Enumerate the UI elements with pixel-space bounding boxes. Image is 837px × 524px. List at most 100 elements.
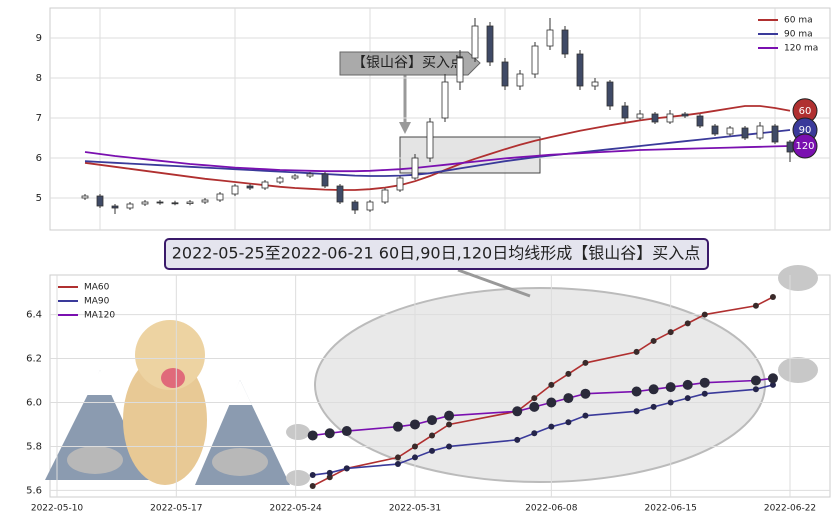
legend-label: 60 ma — [784, 16, 813, 26]
candle-body — [276, 177, 284, 183]
point — [565, 419, 572, 426]
candle-body — [171, 202, 179, 205]
point — [684, 395, 691, 402]
point — [752, 302, 759, 309]
point — [667, 329, 674, 336]
point — [324, 428, 335, 439]
point — [307, 430, 318, 441]
candle-body — [441, 81, 449, 119]
point — [701, 390, 708, 397]
candle-body — [156, 201, 164, 204]
y-tick-label: 6.4 — [26, 310, 42, 321]
point — [667, 399, 674, 406]
y-tick-label: 7 — [36, 113, 42, 124]
point — [341, 426, 352, 437]
x-tick-label: 2022-05-10 — [31, 504, 84, 514]
point — [546, 397, 557, 408]
point — [409, 419, 420, 430]
legend-label: 120 ma — [784, 44, 818, 54]
point — [514, 436, 521, 443]
candle-body — [306, 173, 314, 177]
candle-body — [726, 127, 734, 135]
point — [650, 337, 657, 344]
candle-body — [186, 201, 194, 204]
candle-body — [606, 81, 614, 107]
point — [444, 410, 455, 421]
point — [394, 461, 401, 468]
x-tick-label: 2022-05-17 — [150, 504, 202, 514]
point — [548, 381, 555, 388]
point — [750, 375, 761, 386]
y-tick-label: 6.2 — [26, 354, 42, 365]
candle-body — [321, 173, 329, 187]
ma-line — [84, 129, 791, 177]
y-tick-label: 6.0 — [26, 397, 42, 408]
candle-body — [96, 195, 104, 207]
highlight-ellipse — [314, 287, 766, 483]
point — [582, 412, 589, 419]
x-tick-label: 2022-05-31 — [389, 504, 441, 514]
candle-body — [471, 25, 479, 59]
point — [769, 293, 776, 300]
candle-body — [336, 185, 344, 203]
candle-body — [111, 205, 119, 209]
arrow-head — [399, 122, 411, 134]
end-label: 60 — [799, 106, 812, 117]
point — [633, 408, 640, 415]
point — [326, 469, 333, 476]
y-tick-label: 8 — [36, 73, 42, 84]
point — [682, 379, 693, 390]
point — [446, 421, 453, 428]
point — [411, 454, 418, 461]
candle-body — [366, 201, 374, 211]
legend-label: MA60 — [84, 283, 110, 293]
candle-body — [531, 45, 539, 75]
candle-body — [681, 113, 689, 117]
point — [548, 423, 555, 430]
point — [565, 370, 572, 377]
point — [394, 454, 401, 461]
candle-body — [381, 189, 389, 203]
candle-body — [126, 203, 134, 209]
y-tick-label: 9 — [36, 33, 42, 44]
point — [767, 373, 778, 384]
x-tick-label: 2022-06-22 — [764, 504, 816, 514]
point — [309, 483, 316, 490]
point — [633, 348, 640, 355]
candle-body — [261, 181, 269, 189]
y-tick-label: 5 — [36, 193, 42, 204]
point — [429, 432, 436, 439]
point — [411, 443, 418, 450]
end-label: 120 — [795, 141, 814, 152]
candle-body — [576, 53, 584, 87]
point — [699, 377, 710, 388]
candle-body — [771, 125, 779, 143]
candle-body — [81, 195, 89, 199]
point — [665, 382, 676, 393]
candle-body — [246, 185, 254, 189]
point — [531, 395, 538, 402]
candle-body — [291, 175, 299, 179]
end-marker — [792, 133, 818, 159]
point — [427, 415, 438, 426]
point — [343, 465, 350, 472]
point — [582, 359, 589, 366]
candle-body — [411, 157, 419, 179]
banner: 2022-05-25至2022-06-21 60日,90日,120日均线形成【银… — [172, 244, 701, 263]
ma-line — [84, 145, 791, 173]
point — [648, 384, 659, 395]
x-tick-label: 2022-06-15 — [645, 504, 697, 514]
candle-body — [231, 185, 239, 195]
end-label: 90 — [799, 125, 812, 136]
arrow — [457, 268, 531, 298]
candle-body — [426, 121, 434, 159]
legend-label: MA120 — [84, 311, 115, 321]
candle-body — [696, 115, 704, 127]
y-tick-label: 5.8 — [26, 441, 42, 452]
candle-body — [651, 113, 659, 123]
point — [631, 386, 642, 397]
candle-body — [636, 113, 644, 119]
point — [701, 311, 708, 318]
legend-label: 90 ma — [784, 30, 813, 40]
